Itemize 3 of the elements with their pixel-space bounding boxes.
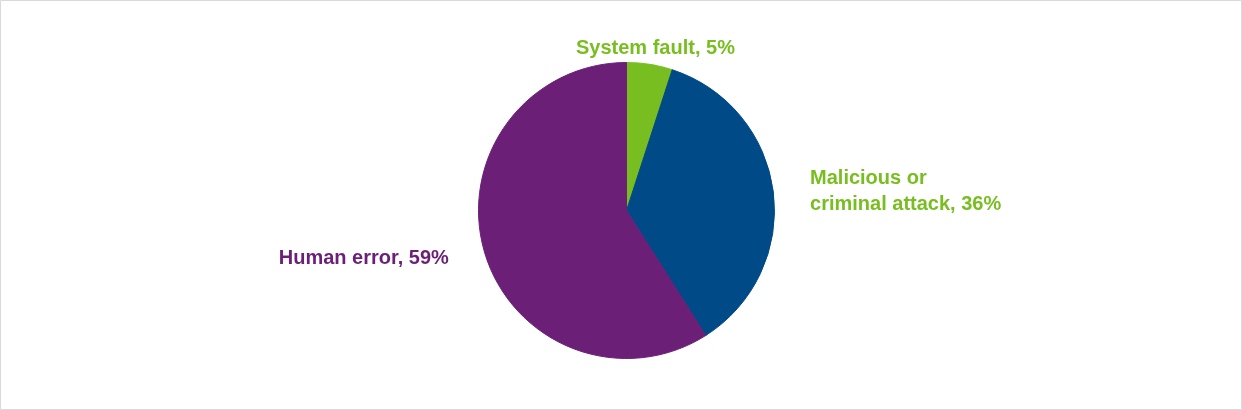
slice-label: Human error, 59% <box>278 245 450 268</box>
slice-label: System fault, 5% <box>575 35 736 58</box>
slice-label: Malicious or criminal attack, 36% <box>810 165 1002 214</box>
